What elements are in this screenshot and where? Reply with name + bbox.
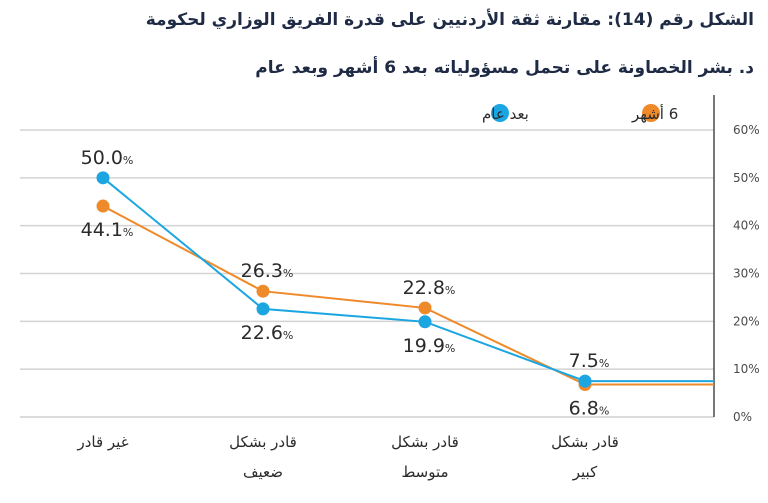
x-category-label: غير قادر [76, 433, 128, 451]
data-label: 22.8% [403, 277, 456, 299]
x-category-label: كبير [572, 463, 598, 481]
data-point [256, 284, 270, 298]
legend-label: بعد عام [482, 105, 529, 123]
y-tick-label: 50% [733, 171, 760, 185]
y-tick-label: 10% [733, 362, 760, 376]
x-category-label: قادر بشكل [551, 433, 619, 451]
x-category-label: ضعيف [243, 463, 283, 481]
data-point [256, 302, 270, 316]
data-point [418, 315, 432, 329]
x-category-label: متوسط [401, 463, 448, 481]
data-label: 19.9% [403, 335, 456, 357]
y-tick-label: 0% [733, 410, 752, 424]
x-category-label: قادر بشكل [229, 433, 297, 451]
legend-label: 6 أشهر [631, 104, 678, 123]
y-tick-label: 30% [733, 267, 760, 281]
data-point [418, 301, 432, 315]
data-label: 6.8% [569, 397, 610, 419]
data-label: 26.3% [241, 260, 294, 282]
data-point [96, 199, 110, 213]
chart-title-line2: د. بشر الخصاونة على تحمل مسؤولياته بعد 6… [255, 58, 754, 78]
legend-marker [642, 104, 660, 122]
legend-marker [491, 104, 509, 122]
data-point [578, 374, 592, 388]
data-label: 44.1% [81, 219, 134, 241]
x-category-label: قادر بشكل [391, 433, 459, 451]
data-label: 7.5% [569, 350, 610, 372]
chart-title-line1: الشكل رقم (14): مقارنة ثقة الأردنيين على… [145, 10, 754, 30]
data-label: 22.6% [241, 322, 294, 344]
y-tick-label: 40% [733, 219, 760, 233]
y-tick-label: 60% [733, 123, 760, 137]
data-label: 50.0% [81, 147, 134, 169]
data-point [96, 171, 110, 185]
y-tick-label: 20% [733, 314, 760, 328]
